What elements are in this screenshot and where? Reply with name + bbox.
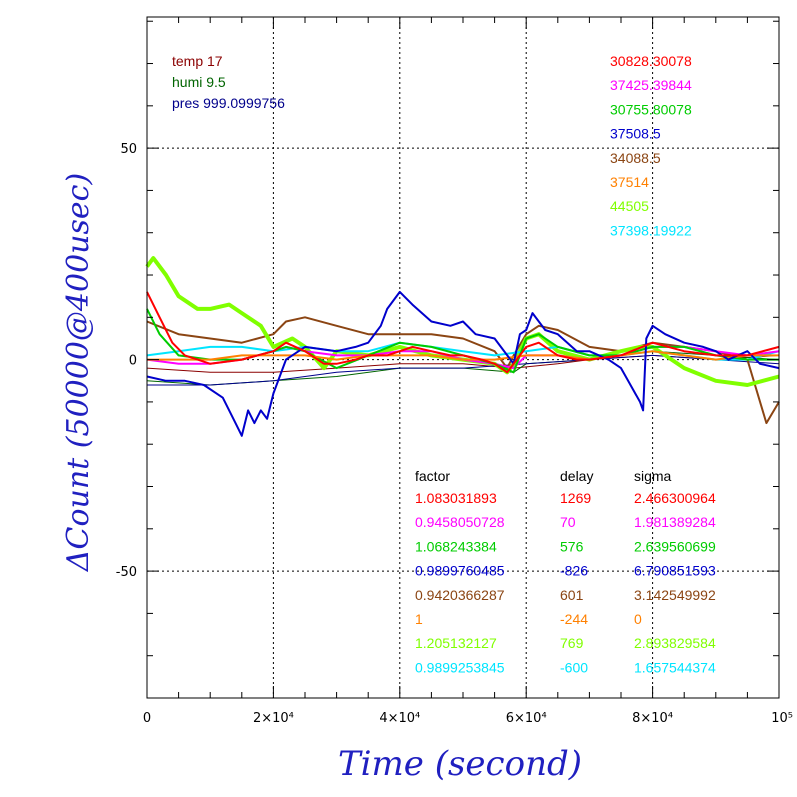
x-axis-title: Time (second) [338,744,582,784]
series-line-3 [147,354,780,386]
table-cell-factor: 1.083031893 [415,490,497,506]
env-label: temp 17 [172,53,223,69]
table-cell-sigma: 2.466300964 [634,490,716,506]
y-axis-title: ΔCount (50000@400usec) [61,173,96,572]
table-cell-delay: -244 [560,611,588,627]
table-cell-sigma: 3.142549992 [634,587,716,603]
x-tick-label: 4×10⁴ [379,711,420,726]
table-cell-delay: -826 [560,563,588,579]
table-header: delay [560,468,593,484]
x-tick-label: 2×10⁴ [253,711,294,726]
series-value-label: 37398.19922 [610,222,692,238]
tick-labels: 0 2×10⁴ 4×10⁴ 6×10⁴ 8×10⁴ 10⁵ 50 0 -50 [116,142,793,726]
tick-marks [146,17,780,699]
table-cell-sigma: 2.639560699 [634,538,716,554]
table-cell-sigma: 6.790851593 [634,563,716,579]
table-header: sigma [634,468,672,484]
table-cell-factor: 0.9899253845 [415,659,505,675]
table-cell-sigma: 0 [634,611,642,627]
series-value-label: 37514 [610,174,649,190]
series-line-9 [147,350,779,361]
table-cell-delay: 1269 [560,490,591,506]
env-label: humi 9.5 [172,74,226,90]
y-tick-label: 50 [120,142,137,157]
env-label: pres 999.0999756 [172,95,285,111]
series-value-label: 30755.80078 [610,101,692,117]
table-cell-delay: -600 [560,659,588,675]
table-cell-delay: 576 [560,538,584,554]
x-tick-label: 8×10⁴ [632,711,673,726]
table-cell-factor: 1.205132127 [415,635,497,651]
table-cell-delay: 601 [560,587,584,603]
table-header: factor [415,468,450,484]
table-cell-sigma: 2.893829584 [634,635,716,651]
table-cell-sigma: 1.981389284 [634,514,716,530]
y-tick-label: 0 [129,354,137,369]
series-value-label: 37425.39844 [610,77,692,93]
table-cell-factor: 0.9420366287 [415,587,505,603]
series-value-label: 44505 [610,198,649,214]
series-line-10 [146,290,780,437]
series-lines [145,256,780,437]
table-cell-factor: 1.068243384 [415,538,497,554]
x-tick-label: 6×10⁴ [506,711,547,726]
table-cell-factor: 0.9899760485 [415,563,505,579]
table-cell-factor: 0.9458050728 [415,514,505,530]
table-cell-delay: 70 [560,514,576,530]
y-tick-label: -50 [116,565,137,580]
series-line-11 [146,291,780,374]
series-line-8 [146,308,779,374]
table-cell-sigma: 1.657544374 [634,659,716,675]
x-tick-label: 10⁵ [771,711,793,726]
series-value-label: 37508.5 [610,126,661,142]
table-cell-factor: 1 [415,611,423,627]
x-tick-label: 0 [143,711,151,726]
table-cell-delay: 769 [560,635,584,651]
series-value-label: 34088.5 [610,150,661,166]
series-value-label: 30828.30078 [610,53,692,69]
annotations: temp 17 humi 9.5 pres 999.0999756 30828.300… [172,53,716,675]
